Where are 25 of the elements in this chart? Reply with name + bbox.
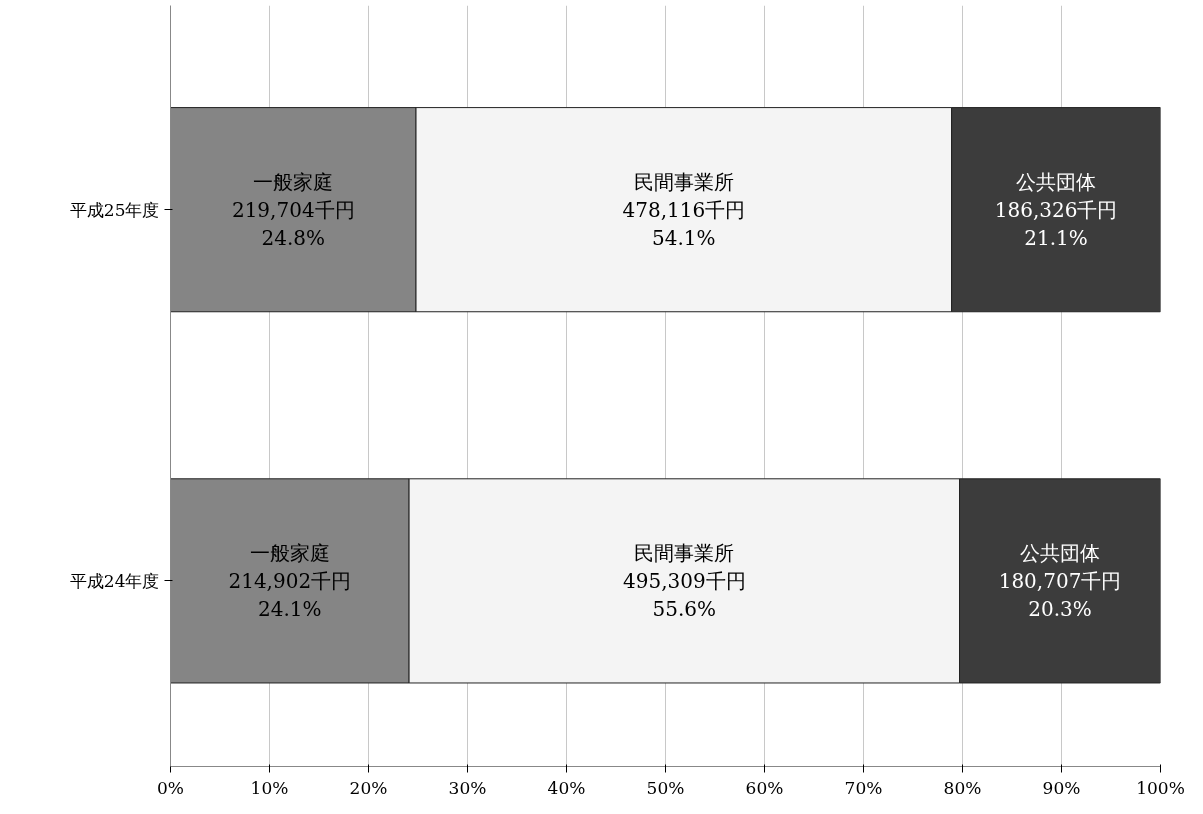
x-tick-label: 70% xyxy=(844,777,883,798)
data-label: 180,707千円 20.3% xyxy=(998,568,1122,621)
y-tick-label: 平成25年度 xyxy=(69,199,160,220)
x-tick-label: 80% xyxy=(943,777,982,798)
series-label: 一般家庭 xyxy=(253,169,334,194)
x-tick-label: 40% xyxy=(547,777,586,798)
text: 一般家庭 xyxy=(249,541,330,566)
x-tick-label: 30% xyxy=(448,777,487,798)
series-label: 公共団体 xyxy=(1020,541,1101,566)
data-label: 186,326千円 21.1% xyxy=(994,197,1118,250)
x-tick-label: 50% xyxy=(646,777,685,798)
series-label: 民間事業所 xyxy=(633,169,734,194)
data-label: 495,309千円 55.6% xyxy=(622,568,746,621)
x-tick-label: 10% xyxy=(250,777,289,798)
data-label: 214,902千円 24.1% xyxy=(228,568,352,621)
x-tick-label: 100% xyxy=(1136,777,1185,798)
x-tick-label: 60% xyxy=(745,777,784,798)
x-tick-label: 0% xyxy=(157,777,184,798)
x-tick-label: 20% xyxy=(349,777,388,798)
text: 公共団体 xyxy=(1016,169,1097,194)
y-tick-label: 平成24年度 xyxy=(69,570,160,591)
text: 民間事業所 xyxy=(634,541,735,566)
data-label: 219,704千円 24.8% xyxy=(231,197,355,250)
x-tick-label: 90% xyxy=(1042,777,1081,798)
data-label: 478,116千円 54.1% xyxy=(622,197,746,250)
